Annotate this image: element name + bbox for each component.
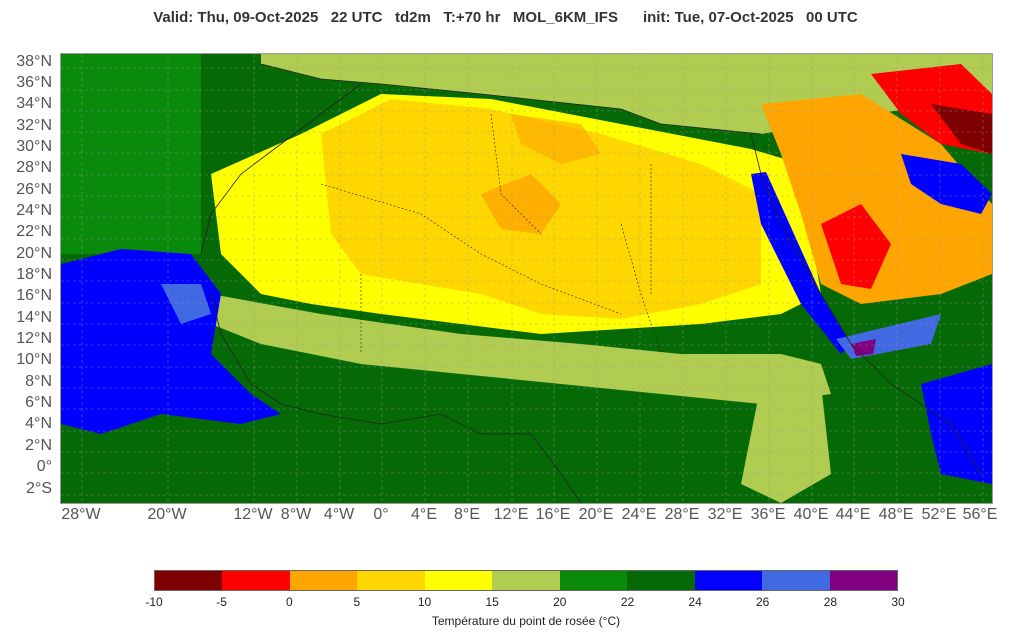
colorbar xyxy=(154,570,898,591)
lon-label-48E: 48°E xyxy=(878,506,914,523)
lat-label-38N: 38°N xyxy=(16,53,52,70)
colorbar-segment xyxy=(289,571,358,590)
lat-label-14N: 14°N xyxy=(16,309,52,326)
lon-label-0: 0° xyxy=(373,506,389,523)
lon-label-20W: 20°W xyxy=(147,506,187,523)
dewpoint-map xyxy=(60,53,993,504)
lat-label-32N: 32°N xyxy=(16,117,52,134)
region-sahel-green xyxy=(211,294,831,404)
colorbar-tick: 15 xyxy=(485,595,499,609)
lon-label-44E: 44°E xyxy=(835,506,871,523)
region-indian-ocean xyxy=(921,364,992,484)
lon-label-12W: 12°W xyxy=(233,506,273,523)
lon-label-36E: 36°E xyxy=(750,506,786,523)
lon-label-28E: 28°E xyxy=(664,506,700,523)
colorbar-tick: 28 xyxy=(823,595,838,609)
lat-label-20N: 20°N xyxy=(16,245,52,262)
lon-label-20E: 20°E xyxy=(578,506,614,523)
colorbar-tick: 24 xyxy=(688,595,702,609)
lon-label-52E: 52°E xyxy=(921,506,957,523)
colorbar-tick: 0 xyxy=(285,595,293,609)
lat-label-2N: 2°N xyxy=(25,437,52,454)
lon-label-12E: 12°E xyxy=(493,506,529,523)
borders xyxy=(320,113,662,355)
colorbar-segment xyxy=(222,571,290,590)
lat-label-28N: 28°N xyxy=(16,159,52,176)
lat-label-0: 0° xyxy=(36,458,52,475)
colorbar-segment xyxy=(492,571,560,590)
colorbar-tick: -5 xyxy=(216,595,227,609)
colorbar-segment xyxy=(762,571,830,590)
map-title: Valid: Thu, 09-Oct-2025 22 UTC td2m T:+7… xyxy=(153,9,858,26)
lon-label-4W: 4°W xyxy=(323,506,355,523)
lat-label-26N: 26°N xyxy=(16,181,52,198)
lat-label-10N: 10°N xyxy=(16,351,52,368)
lat-label-6N: 6°N xyxy=(25,394,52,411)
lon-label-8E: 8°E xyxy=(454,506,480,523)
colorbar-tick: 22 xyxy=(620,595,635,609)
region-orange-north xyxy=(511,114,601,164)
lon-label-56E: 56°E xyxy=(962,506,998,523)
region-gulf-aden-purple xyxy=(851,339,876,356)
colorbar-tick: 20 xyxy=(553,595,567,609)
colorbar-tick: 5 xyxy=(353,595,361,609)
region-arabia-orange xyxy=(761,94,992,304)
colorbar-segment xyxy=(424,571,493,590)
region-persian-gulf xyxy=(901,154,992,214)
lon-label-28W: 28°W xyxy=(61,506,101,523)
colorbar-caption: Température du point de rosée (°C) xyxy=(431,614,621,628)
region-iran-darkred xyxy=(931,104,992,154)
coastlines xyxy=(200,63,982,503)
colorbar-tick: -10 xyxy=(145,595,163,609)
lat-label-34N: 34°N xyxy=(16,95,52,112)
colorbar-tick: 30 xyxy=(891,595,905,609)
lat-label-8N: 8°N xyxy=(25,373,52,390)
lon-label-32E: 32°E xyxy=(707,506,743,523)
map-canvas xyxy=(61,54,992,503)
region-atlantic-royal xyxy=(161,284,211,324)
lat-label-4N: 4°N xyxy=(25,415,52,432)
lat-label-12N: 12°N xyxy=(16,330,52,347)
lat-label-2S: 2°S xyxy=(26,480,52,497)
lon-label-4E: 4°E xyxy=(411,506,437,523)
colorbar-tick: 26 xyxy=(756,595,770,609)
colorbar-segment xyxy=(627,571,695,590)
colorbar-segment xyxy=(694,571,763,590)
lat-label-16N: 16°N xyxy=(16,287,52,304)
lat-label-30N: 30°N xyxy=(16,138,52,155)
colorbar-tick: 10 xyxy=(417,595,432,609)
colorbar-segment xyxy=(357,571,425,590)
region-arabia-red xyxy=(821,204,891,289)
lat-label-24N: 24°N xyxy=(16,202,52,219)
colorbar-segment xyxy=(829,571,897,590)
lon-label-40E: 40°E xyxy=(793,506,829,523)
lon-label-24E: 24°E xyxy=(621,506,657,523)
region-red-sea xyxy=(751,172,851,354)
lon-label-16E: 16°E xyxy=(535,506,571,523)
lat-label-36N: 36°N xyxy=(16,74,52,91)
colorbar-segment xyxy=(559,571,628,590)
lat-label-22N: 22°N xyxy=(16,223,52,240)
colorbar-segment xyxy=(155,571,223,590)
lat-label-18N: 18°N xyxy=(16,266,52,283)
graticule xyxy=(61,54,992,503)
region-atlantic-north xyxy=(61,54,201,254)
region-orange-central xyxy=(481,174,561,234)
lon-label-8W: 8°W xyxy=(280,506,312,523)
